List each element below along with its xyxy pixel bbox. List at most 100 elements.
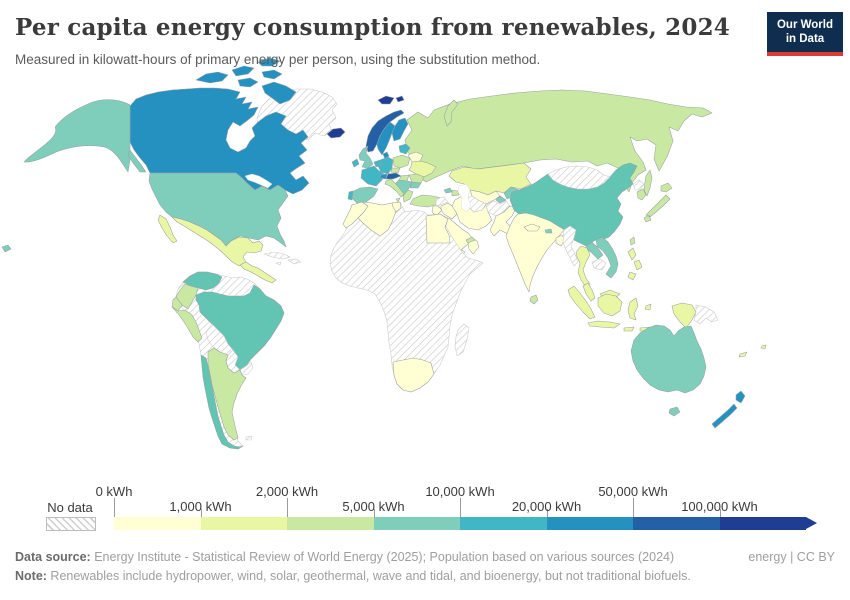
country-south-africa[interactable] [392,357,435,393]
country-alaska-panhandle[interactable] [127,149,147,173]
country-switzerland[interactable] [379,173,388,180]
country-romania[interactable] [408,173,425,184]
page-title: Per capita energy consumption from renew… [15,14,730,41]
owid-logo[interactable]: Our World in Data [767,12,843,56]
country-vietnam[interactable] [595,236,619,279]
country-philippines[interactable] [627,247,643,281]
country-czechia[interactable] [390,167,401,174]
country-greece[interactable] [402,189,414,203]
country-indonesia-papua[interactable] [671,302,697,329]
country-novaya-zemlya[interactable] [443,99,459,127]
country-tajikistan[interactable] [495,195,507,204]
country-mongolia[interactable] [547,165,611,190]
country-new-caledonia[interactable] [738,351,748,358]
legend-segment-3[interactable] [373,517,460,530]
country-sri-lanka[interactable] [529,294,539,305]
legend-no-data-swatch[interactable] [46,517,96,531]
country-laos[interactable] [585,241,604,260]
country-madagascar[interactable] [454,323,470,357]
country-iceland[interactable] [326,127,346,139]
country-belarus[interactable] [407,151,424,163]
country-argentina[interactable] [207,347,247,441]
country-norway[interactable] [365,109,405,153]
country-ukraine[interactable] [408,160,437,178]
country-syria[interactable] [435,196,449,207]
country-portugal[interactable] [347,190,354,201]
country-australia[interactable] [630,324,707,394]
country-bangladesh[interactable] [555,234,566,247]
country-jordan-israel[interactable] [431,205,443,217]
country-azerbaijan[interactable] [451,189,460,197]
country-svalbard[interactable] [377,95,405,105]
country-italy[interactable] [384,178,405,198]
country-denmark[interactable] [382,151,390,160]
footer: energy | CC BY Data source: Energy Insti… [15,548,835,587]
country-poland[interactable] [392,154,411,169]
country-chile[interactable] [200,354,244,450]
legend-segment-0[interactable] [114,517,201,530]
country-spain[interactable] [351,186,379,205]
country-jamaica[interactable] [275,261,282,266]
great-lakes [244,173,273,189]
country-cambodia[interactable] [591,258,607,271]
country-indonesia-java[interactable] [587,320,621,329]
country-central-america[interactable] [239,261,277,284]
country-uae[interactable] [465,236,476,244]
country-baja-california[interactable] [157,214,178,244]
page-subtitle: Measured in kilowatt-hours of primary en… [15,52,541,67]
country-baltic-states[interactable] [398,143,411,155]
country-bhutan[interactable] [544,228,553,234]
country-ireland[interactable] [351,158,360,168]
country-benelux[interactable] [373,159,383,168]
legend-tick-3 [373,509,375,517]
country-hispaniola[interactable] [287,258,302,265]
country-taiwan[interactable] [629,236,636,246]
legend-segment-4[interactable] [460,517,547,530]
country-papua-new-guinea[interactable] [693,304,719,325]
country-indonesia-sulawesi[interactable] [627,297,639,321]
legend-tick-label-2: 2,000 kWh [255,484,319,499]
country-tunisia[interactable] [391,201,402,213]
country-malaysia[interactable] [582,282,596,302]
country-germany[interactable] [377,156,394,175]
legend-segment-1[interactable] [200,517,287,530]
country-indonesia-moluccas[interactable] [644,303,652,311]
country-north-korea[interactable] [632,179,645,191]
country-thailand[interactable] [575,245,591,288]
country-colombia[interactable] [175,283,199,310]
legend-tick-7 [719,509,721,517]
country-sakhalin[interactable] [643,169,653,197]
legend-segment-6[interactable] [633,517,720,530]
country-mexico[interactable] [171,216,264,267]
country-bulgaria[interactable] [409,181,422,189]
country-tasmania[interactable] [668,406,681,417]
country-georgia[interactable] [443,187,453,194]
country-indonesia-sumatra[interactable] [567,285,596,320]
country-algeria[interactable] [357,201,398,237]
legend-segment-7[interactable] [719,517,806,530]
note-text: Renewables include hydropower, wind, sol… [46,569,691,584]
country-japan[interactable] [643,182,673,223]
country-egypt[interactable] [425,213,451,244]
legend-tick-label-5: 20,000 kWh [511,499,582,514]
legend-segment-5[interactable] [546,517,633,530]
country-canada-arctic-islands[interactable] [195,57,297,105]
country-hawaii[interactable] [1,244,12,253]
country-nepal[interactable] [523,223,541,232]
country-cuba[interactable] [263,251,291,260]
country-united-kingdom[interactable] [358,145,374,169]
country-indonesia-kalimantan[interactable] [597,293,623,317]
country-south-korea[interactable] [636,188,647,201]
country-sicily[interactable] [395,197,401,203]
country-myanmar[interactable] [562,225,579,267]
legend-segment-2[interactable] [287,517,374,530]
country-fiji[interactable] [760,344,767,350]
country-finland[interactable] [391,117,409,142]
license-link[interactable]: energy | CC BY [748,550,835,564]
country-alaska[interactable] [23,99,131,173]
country-new-zealand[interactable] [711,390,746,429]
country-peru[interactable] [171,306,203,343]
country-falklands[interactable] [245,435,253,441]
footer-note-line: Note: Renewables include hydropower, win… [15,567,835,586]
country-austria[interactable] [385,172,402,180]
